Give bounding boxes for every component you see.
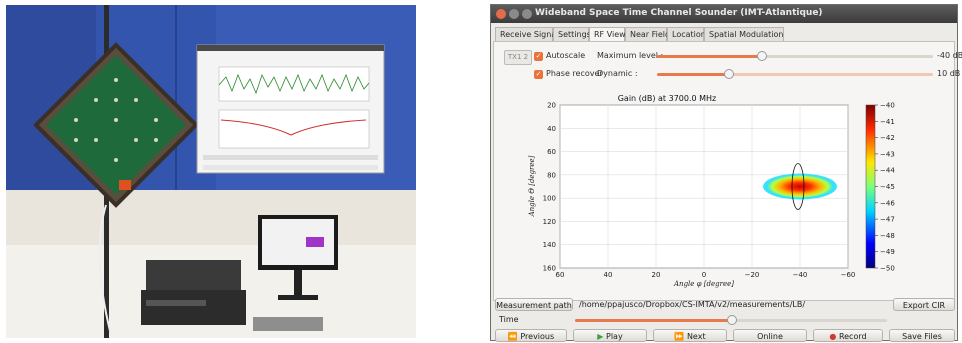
record-icon: ● bbox=[829, 332, 837, 341]
colorbar-tick-label: −50 bbox=[880, 265, 895, 273]
gain-heatmap-chart: Gain (dB) at 3700.0 MHz 60 40 20 0 −20 −40 −60… bbox=[528, 94, 895, 288]
phase-recover-checkbox[interactable]: ✓ bbox=[534, 70, 543, 79]
dynamic-value: 10 dB bbox=[937, 69, 961, 78]
time-slider-fill bbox=[575, 319, 731, 322]
previous-button-label: Previous bbox=[520, 332, 555, 341]
colorbar-tick-label: −45 bbox=[880, 183, 895, 191]
online-button[interactable]: Online bbox=[733, 329, 807, 342]
colorbar-tick-label: −43 bbox=[880, 150, 895, 158]
tab-settings[interactable]: Settings bbox=[553, 27, 591, 41]
y-axis-label: Angle Θ [degree] bbox=[528, 155, 536, 217]
colorbar bbox=[865, 104, 876, 269]
export-cir-button[interactable]: Export CIR bbox=[893, 298, 955, 311]
tab-receive-signal[interactable]: Receive Signal bbox=[495, 27, 558, 41]
y-tick-label: 100 bbox=[543, 195, 556, 203]
time-slider-handle[interactable] bbox=[727, 315, 737, 325]
rewind-icon: ⏪ bbox=[507, 332, 518, 341]
y-tick-label: 60 bbox=[547, 148, 556, 156]
y-tick-label: 120 bbox=[543, 218, 556, 226]
max-level-slider-fill bbox=[657, 55, 761, 58]
record-button[interactable]: ● Record bbox=[813, 329, 883, 342]
colorbar-tick-label: −44 bbox=[880, 167, 895, 175]
x-tick-label: 60 bbox=[556, 271, 565, 279]
x-axis-ticks: 60 40 20 0 −20 −40 −60 bbox=[556, 271, 856, 279]
measurement-path-button[interactable]: Measurement path bbox=[495, 298, 573, 311]
max-level-label: Maximum level : bbox=[597, 51, 664, 60]
colorbar-ticks: −40 −41 −42 −43 −44 −45 −46 −47 −48 −49 −50 bbox=[875, 102, 895, 273]
tx-selector-button[interactable]: TX1 2 bbox=[504, 50, 532, 65]
time-slider-track bbox=[731, 319, 887, 322]
tab-spatial-modulation[interactable]: Spatial Modulation bbox=[704, 27, 784, 41]
gain-hotspot-contour bbox=[791, 163, 805, 210]
y-tick-label: 80 bbox=[547, 171, 556, 179]
play-icon: ▶ bbox=[597, 332, 604, 341]
x-axis-label: Angle φ [degree] bbox=[673, 280, 734, 288]
maximize-window-icon[interactable] bbox=[522, 9, 532, 19]
save-files-button[interactable]: Save Files bbox=[889, 329, 955, 342]
next-button-label: Next bbox=[686, 332, 706, 341]
next-button[interactable]: ⏩ Next bbox=[653, 329, 727, 342]
dynamic-slider-track bbox=[727, 73, 933, 76]
play-button[interactable]: ▶ Play bbox=[573, 329, 647, 342]
x-tick-label: 0 bbox=[702, 271, 706, 279]
setup-photo-illustration bbox=[6, 5, 416, 338]
autoscale-checkbox[interactable]: ✓ bbox=[534, 52, 543, 61]
y-tick-label: 20 bbox=[547, 102, 556, 110]
tab-rf-view[interactable]: RF View bbox=[589, 27, 626, 41]
colorbar-tick-label: −40 bbox=[880, 102, 895, 110]
max-level-value: -40 dBm bbox=[937, 51, 962, 60]
channel-sounder-window: Wideband Space Time Channel Sounder (IMT… bbox=[490, 4, 962, 342]
x-tick-label: −40 bbox=[793, 271, 808, 279]
y-tick-label: 160 bbox=[543, 265, 556, 273]
tab-near-field[interactable]: Near Field bbox=[625, 27, 670, 41]
record-button-label: Record bbox=[838, 332, 867, 341]
title-bar: Wideband Space Time Channel Sounder (IMT… bbox=[491, 5, 957, 23]
colorbar-tick-label: −48 bbox=[880, 232, 895, 240]
y-axis-ticks: 20 40 60 80 100 120 140 160 bbox=[543, 102, 556, 273]
play-button-label: Play bbox=[606, 332, 623, 341]
dynamic-slider-fill bbox=[657, 73, 727, 76]
tab-location[interactable]: Location bbox=[667, 27, 706, 41]
colorbar-tick-label: −49 bbox=[880, 248, 895, 256]
time-label: Time bbox=[499, 315, 519, 324]
colorbar-tick-label: −47 bbox=[880, 216, 895, 224]
x-tick-label: −60 bbox=[841, 271, 856, 279]
dynamic-label: Dynamic : bbox=[597, 69, 638, 78]
rf-view-panel: TX1 2 ✓ Autoscale Maximum level : -40 dB… bbox=[493, 41, 962, 301]
colorbar-tick-label: −46 bbox=[880, 199, 895, 207]
y-tick-label: 140 bbox=[543, 241, 556, 249]
phase-recover-label: Phase recover bbox=[546, 69, 603, 78]
colorbar-tick-label: −42 bbox=[880, 134, 895, 142]
autoscale-label: Autoscale bbox=[546, 51, 586, 60]
colorbar-tick-label: −41 bbox=[880, 118, 895, 126]
x-tick-label: 20 bbox=[652, 271, 661, 279]
fast-forward-icon: ⏩ bbox=[674, 332, 685, 341]
chart-title: Gain (dB) at 3700.0 MHz bbox=[618, 94, 717, 103]
setup-photo bbox=[6, 5, 416, 338]
max-level-slider-track bbox=[761, 55, 933, 58]
measurement-path-value: /home/ppajusco/Dropbox/CS-IMTA/v2/measur… bbox=[579, 300, 806, 309]
window-title: Wideband Space Time Channel Sounder (IMT… bbox=[535, 8, 823, 18]
gain-hotspot bbox=[763, 173, 837, 200]
previous-button[interactable]: ⏪ Previous bbox=[495, 329, 567, 342]
x-tick-label: 40 bbox=[604, 271, 613, 279]
x-tick-label: −20 bbox=[745, 271, 760, 279]
minimize-window-icon[interactable] bbox=[509, 9, 519, 19]
y-tick-label: 40 bbox=[547, 125, 556, 133]
dynamic-slider-handle[interactable] bbox=[724, 69, 734, 79]
max-level-slider-handle[interactable] bbox=[757, 51, 767, 61]
close-window-icon[interactable] bbox=[496, 9, 506, 19]
